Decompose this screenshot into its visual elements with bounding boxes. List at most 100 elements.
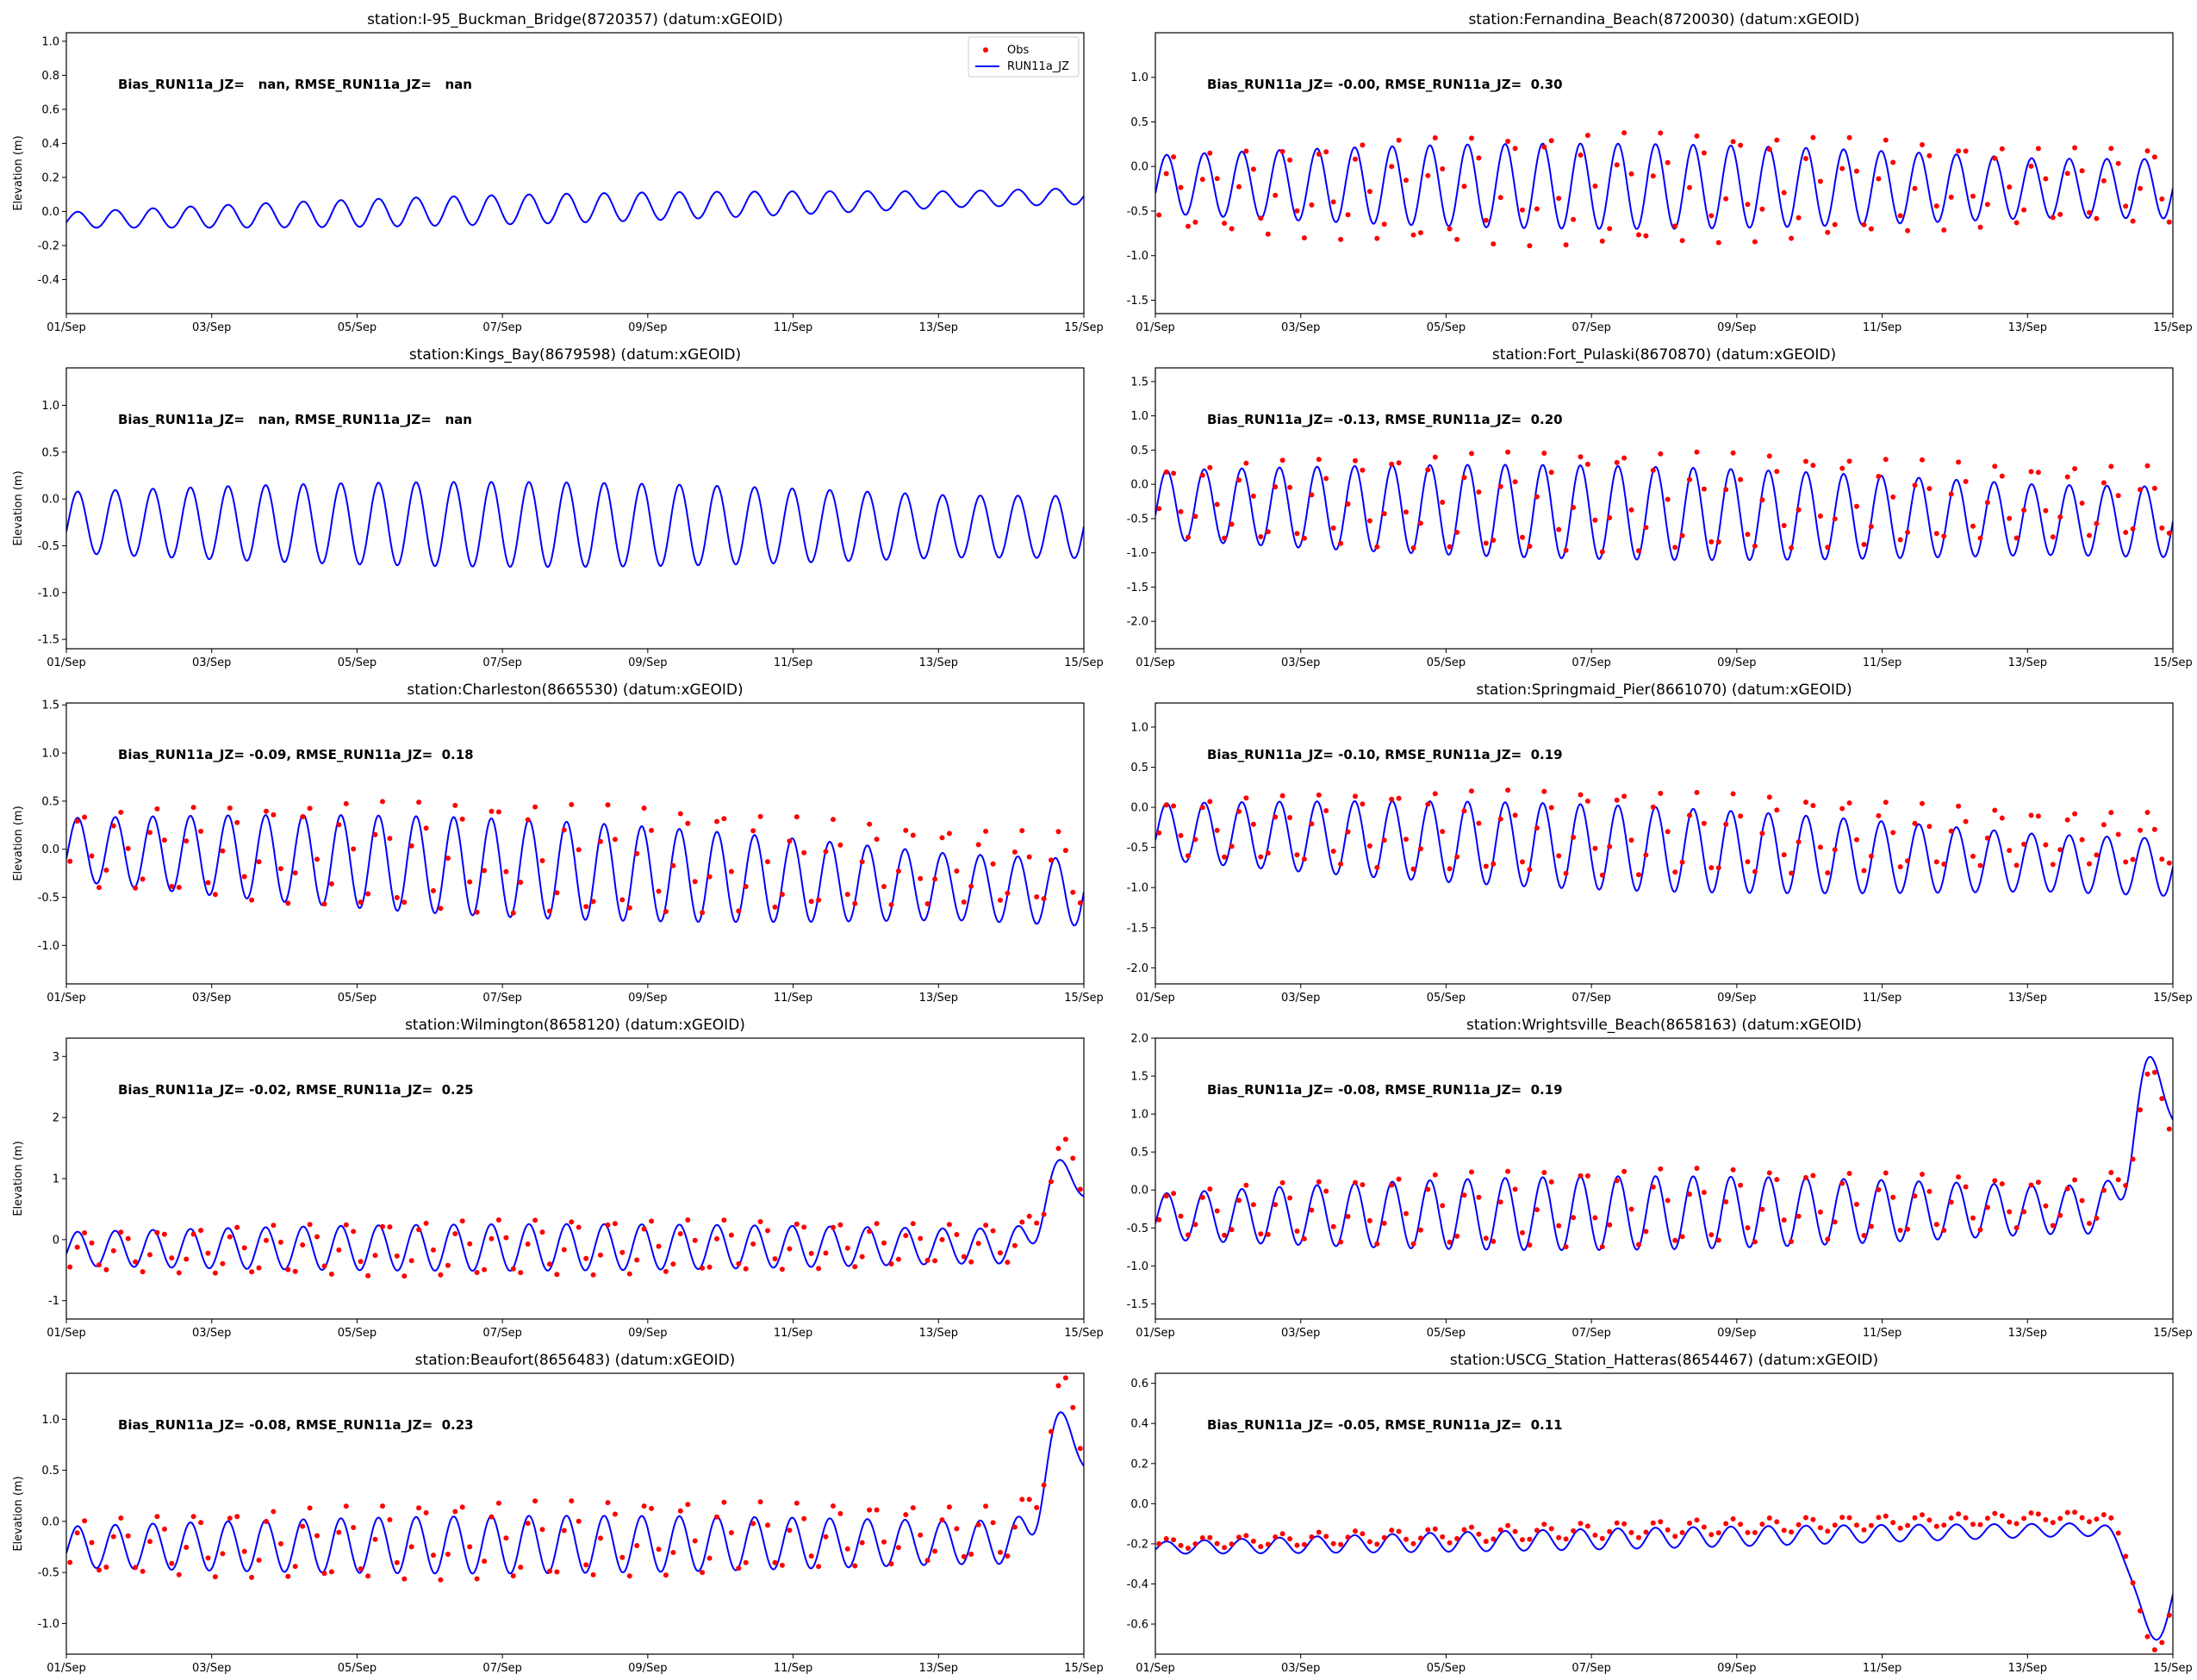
obs-point xyxy=(1883,800,1889,806)
obs-point xyxy=(1977,862,1983,868)
obs-point xyxy=(1715,865,1721,871)
obs-point xyxy=(1461,808,1467,814)
obs-point xyxy=(1956,803,1962,809)
obs-point xyxy=(1353,1179,1358,1185)
obs-point xyxy=(706,1264,713,1270)
obs-point xyxy=(1868,853,1874,859)
obs-point xyxy=(351,1229,357,1235)
obs-point xyxy=(1389,1528,1395,1534)
obs-point xyxy=(547,908,552,914)
y-tick-label: -0.5 xyxy=(1127,205,1148,218)
obs-point xyxy=(1171,1191,1177,1197)
obs-point xyxy=(1425,172,1431,178)
obs-point xyxy=(859,1540,865,1546)
obs-point xyxy=(2007,848,2013,854)
obs-point xyxy=(1948,491,1954,497)
obs-point xyxy=(1520,859,1525,865)
panel-title: station:Fernandina_Beach(8720030) (datum… xyxy=(1468,11,1859,28)
axes-frame xyxy=(65,1037,1085,1320)
obs-point xyxy=(1832,1219,1838,1225)
obs-point xyxy=(1323,476,1329,482)
obs-point xyxy=(423,825,429,831)
obs-point xyxy=(1192,219,1198,225)
model-series-line xyxy=(1155,1522,2173,1641)
obs-point xyxy=(495,1500,501,1506)
obs-point xyxy=(307,806,313,812)
obs-point xyxy=(67,1264,73,1270)
obs-point xyxy=(1417,230,1423,236)
obs-point xyxy=(2043,176,2049,182)
obs-point xyxy=(1905,858,1911,864)
obs-point xyxy=(161,837,167,843)
obs-point xyxy=(1019,828,1025,834)
obs-point xyxy=(1948,194,1954,200)
obs-point xyxy=(1846,1515,1852,1521)
obs-point xyxy=(380,1223,385,1229)
obs-point xyxy=(1250,493,1256,499)
stats-annotation: Bias_RUN11a_JZ= -0.10, RMSE_RUN11a_JZ= 0… xyxy=(1207,747,1563,762)
obs-point xyxy=(1294,1229,1300,1234)
x-tick-label: 03/Sep xyxy=(1281,992,1320,1005)
obs-point xyxy=(125,1533,131,1539)
obs-point xyxy=(757,1499,763,1505)
model-series-line xyxy=(1155,464,2173,562)
obs-point xyxy=(1774,1177,1780,1183)
obs-point xyxy=(598,1252,603,1258)
obs-point xyxy=(975,1241,981,1247)
x-tick-label: 07/Sep xyxy=(1572,321,1610,334)
x-tick-label: 09/Sep xyxy=(628,1327,667,1340)
x-tick-label: 03/Sep xyxy=(192,1327,231,1340)
obs-point xyxy=(1491,861,1497,867)
obs-point xyxy=(895,868,901,874)
axes-frame xyxy=(1155,702,2174,985)
obs-point xyxy=(198,1228,204,1234)
obs-point xyxy=(1062,1136,1068,1142)
obs-point xyxy=(1432,135,1438,140)
obs-point xyxy=(1839,1180,1845,1186)
obs-point xyxy=(1163,1536,1169,1541)
obs-point xyxy=(1599,238,1605,244)
y-tick-label: 1.5 xyxy=(1130,376,1148,389)
obs-point xyxy=(169,883,175,889)
obs-point xyxy=(554,1272,560,1278)
panel-title: station:USCG_Station_Hatteras(8654467) (… xyxy=(1450,1352,1878,1369)
y-tick-label: -1.5 xyxy=(38,634,59,647)
obs-point xyxy=(2087,1519,2092,1525)
obs-point xyxy=(700,910,706,916)
obs-point xyxy=(2144,148,2150,154)
obs-point xyxy=(1548,1526,1554,1532)
obs-point xyxy=(1396,795,1402,801)
obs-point xyxy=(801,1224,807,1230)
obs-point xyxy=(2108,1170,2114,1175)
obs-point xyxy=(808,899,814,905)
y-tick-label: -1.5 xyxy=(1127,295,1148,308)
obs-point xyxy=(1396,137,1402,143)
obs-point xyxy=(1992,1178,1998,1184)
obs-point xyxy=(961,1254,967,1260)
panel-9: station:USCG_Station_Hatteras(8654467) (… xyxy=(1127,1352,2193,1675)
obs-point xyxy=(1658,130,1664,136)
obs-point xyxy=(1926,1188,1932,1194)
obs-point xyxy=(1440,1534,1446,1540)
obs-point xyxy=(408,1544,414,1550)
panel-6: station:Wilmington(8658120) (datum:xGEOI… xyxy=(12,1017,1104,1340)
obs-point xyxy=(757,813,763,819)
obs-point xyxy=(1236,1198,1242,1204)
obs-point xyxy=(1192,1541,1198,1546)
obs-point xyxy=(1933,859,1939,865)
obs-point xyxy=(1491,241,1497,247)
y-tick-label: -0.2 xyxy=(1127,1538,1148,1551)
obs-point xyxy=(1258,534,1264,539)
x-tick-label: 09/Sep xyxy=(1717,1662,1756,1675)
obs-point xyxy=(1584,798,1590,804)
obs-point xyxy=(663,909,669,914)
obs-point xyxy=(816,897,822,903)
obs-point xyxy=(1730,791,1736,797)
obs-point xyxy=(1309,1534,1315,1540)
obs-point xyxy=(692,1538,698,1544)
x-tick-label: 01/Sep xyxy=(1136,1662,1174,1675)
obs-point xyxy=(2035,813,2041,819)
obs-point xyxy=(1497,1199,1503,1205)
obs-point xyxy=(1156,1216,1162,1223)
obs-point xyxy=(1789,544,1795,551)
